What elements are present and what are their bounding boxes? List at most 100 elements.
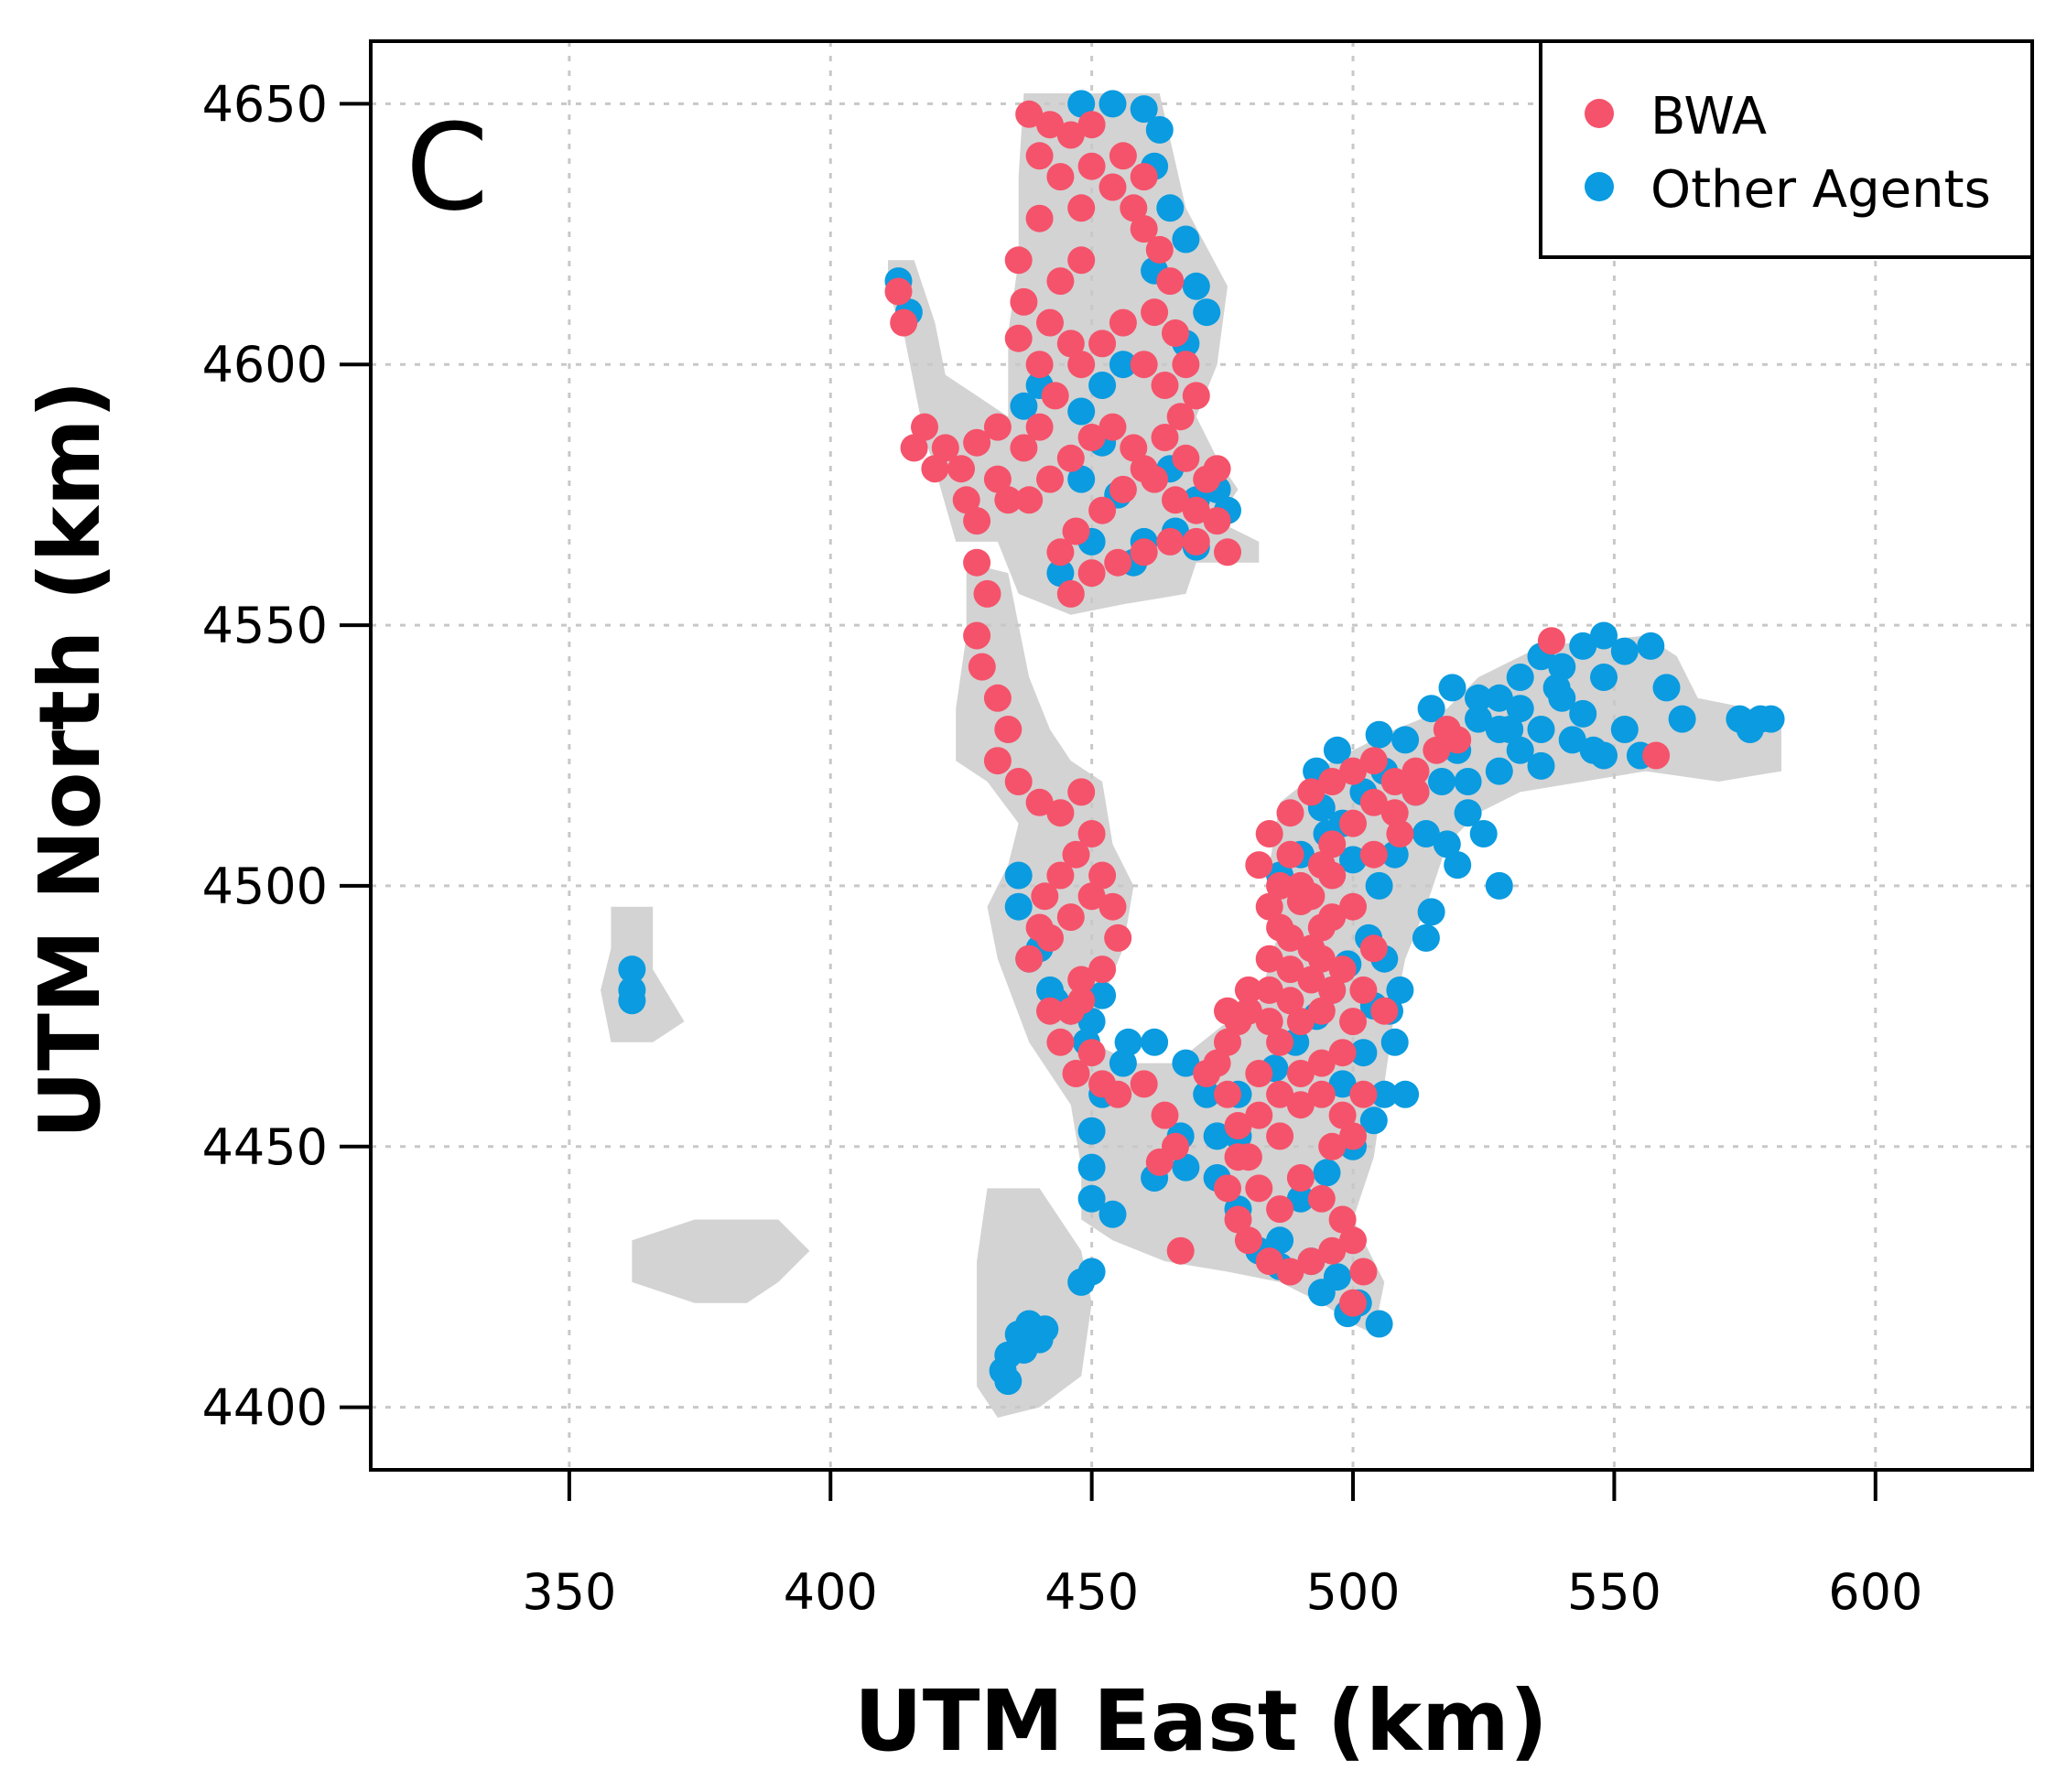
point-bwa — [1077, 424, 1106, 451]
point-other-agents — [1203, 1122, 1231, 1150]
point-other-agents — [1380, 1028, 1409, 1056]
point-bwa — [963, 428, 991, 457]
x-tick-label: 400 — [784, 1563, 878, 1621]
point-bwa — [1067, 194, 1096, 222]
point-bwa — [1214, 1028, 1241, 1056]
point-bwa — [1307, 1184, 1336, 1213]
point-bwa — [1255, 820, 1283, 847]
point-bwa — [1172, 444, 1200, 472]
point-bwa — [1098, 173, 1127, 201]
point-bwa — [1104, 923, 1132, 952]
point-bwa — [1339, 1008, 1367, 1036]
point-bwa — [1067, 351, 1096, 379]
point-other-agents — [1590, 741, 1618, 770]
point-bwa — [1307, 1080, 1336, 1108]
point-other-agents — [1098, 90, 1127, 118]
point-bwa — [1025, 413, 1054, 441]
point-bwa — [1077, 820, 1106, 847]
point-other-agents — [1569, 699, 1597, 728]
point-bwa — [1162, 486, 1189, 514]
point-bwa — [1297, 1247, 1326, 1276]
point-bwa — [1255, 892, 1283, 921]
point-other-agents — [1313, 1159, 1341, 1187]
point-bwa — [1062, 517, 1090, 545]
point-bwa — [1031, 882, 1059, 911]
point-bwa — [1130, 215, 1158, 243]
point-bwa — [1166, 403, 1195, 431]
point-bwa — [1349, 1258, 1378, 1286]
point-bwa — [1380, 768, 1409, 795]
point-bwa — [1276, 799, 1304, 827]
point-bwa — [1182, 527, 1210, 556]
point-other-agents — [1391, 1080, 1420, 1108]
point-bwa — [1077, 111, 1106, 139]
point-other-agents — [1328, 1070, 1357, 1098]
point-other-agents — [1141, 1028, 1169, 1056]
study-area-region — [977, 1188, 1092, 1418]
point-bwa — [1318, 1236, 1347, 1265]
point-bwa — [1046, 1028, 1075, 1056]
data-points — [618, 90, 1785, 1396]
y-axis-title: UTM North (km) — [21, 380, 119, 1139]
point-bwa — [1120, 194, 1148, 222]
point-bwa — [1046, 861, 1075, 890]
point-bwa — [1145, 235, 1174, 264]
point-bwa — [1203, 507, 1231, 535]
point-bwa — [1025, 204, 1054, 232]
point-other-agents — [1668, 705, 1696, 733]
point-bwa — [1077, 882, 1106, 911]
point-bwa — [1145, 1148, 1174, 1176]
point-bwa — [1130, 1070, 1158, 1098]
point-bwa — [1266, 1195, 1294, 1224]
point-bwa — [1162, 319, 1189, 347]
point-bwa — [1307, 997, 1336, 1025]
point-other-agents — [1286, 1184, 1315, 1213]
point-bwa — [1182, 382, 1210, 410]
point-other-agents — [1077, 1117, 1106, 1145]
x-tick-label: 500 — [1305, 1563, 1400, 1621]
point-bwa — [911, 413, 938, 441]
point-bwa — [1214, 997, 1241, 1025]
point-other-agents — [1130, 95, 1158, 124]
point-bwa — [1307, 1049, 1336, 1077]
point-bwa — [1036, 997, 1064, 1025]
point-other-agents — [1438, 674, 1466, 702]
point-bwa — [1276, 923, 1304, 952]
point-other-agents — [1465, 705, 1492, 733]
point-other-agents — [1417, 898, 1445, 926]
point-bwa — [1339, 757, 1367, 785]
point-other-agents — [1098, 1200, 1127, 1228]
point-other-agents — [1527, 751, 1555, 780]
point-bwa — [1318, 861, 1347, 890]
point-bwa — [1004, 324, 1033, 352]
point-other-agents — [1046, 559, 1075, 588]
point-other-agents — [1010, 1336, 1038, 1364]
point-bwa — [1088, 496, 1117, 524]
point-bwa — [1025, 142, 1054, 170]
panel-label: C — [406, 98, 489, 237]
point-bwa — [890, 308, 918, 337]
point-bwa — [1203, 455, 1231, 483]
point-other-agents — [1172, 225, 1200, 254]
point-bwa — [968, 653, 996, 681]
point-bwa — [1266, 1028, 1294, 1056]
point-other-agents — [1156, 194, 1185, 222]
point-bwa — [1025, 788, 1054, 816]
point-bwa — [1339, 1122, 1367, 1150]
point-bwa — [931, 434, 959, 462]
point-bwa — [1276, 1258, 1304, 1286]
point-bwa — [1010, 434, 1038, 462]
point-bwa — [1307, 945, 1336, 973]
point-other-agents — [1757, 705, 1785, 733]
point-other-agents — [1590, 621, 1618, 650]
point-bwa — [1056, 444, 1085, 472]
point-bwa — [1214, 538, 1241, 567]
point-bwa — [1088, 955, 1117, 984]
point-bwa — [1214, 1174, 1241, 1203]
point-bwa — [1339, 1226, 1367, 1255]
point-bwa — [1339, 1289, 1367, 1317]
point-bwa — [1088, 861, 1117, 890]
legend: BWA Other Agents — [1539, 39, 2034, 259]
point-other-agents — [1172, 1049, 1200, 1077]
